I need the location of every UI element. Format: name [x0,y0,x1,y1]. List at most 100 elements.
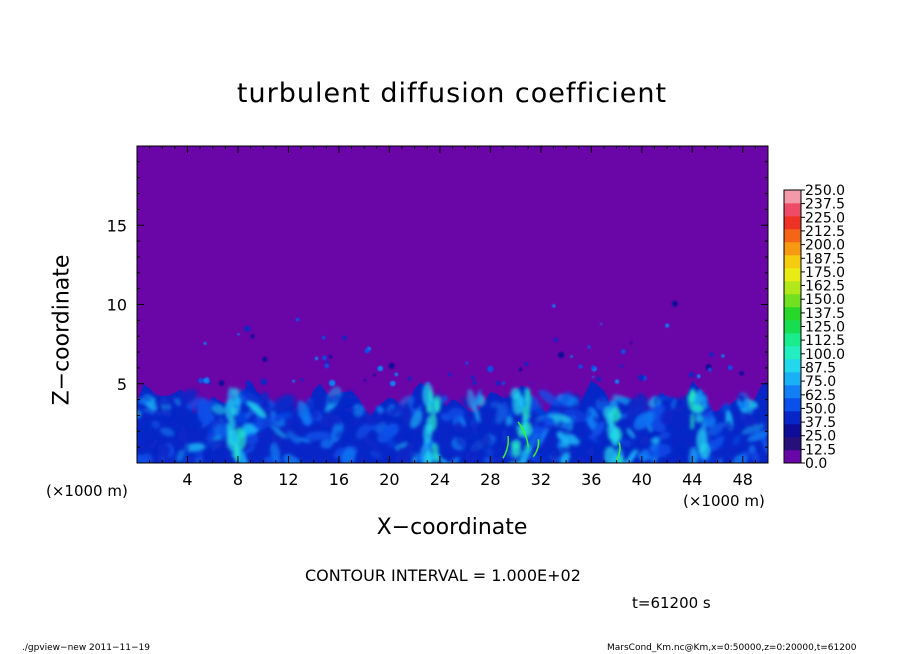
blob [739,371,744,376]
colorbar-swatch [784,242,801,256]
blob [262,356,268,362]
eddy [488,437,501,454]
eddy [321,413,337,426]
eddy [296,437,311,443]
eddy [474,389,482,407]
eddy [737,419,749,437]
blob [614,379,620,384]
blob [552,304,556,308]
eddy [512,420,520,430]
colorbar-swatch [784,294,801,308]
eddy [279,425,289,435]
blob [708,368,712,372]
blob [501,381,506,385]
eddy [306,458,316,463]
colorbar-swatch [784,424,801,438]
colorbar: 0.012.525.037.550.062.575.087.5100.0112.… [783,183,845,472]
blob [530,382,533,385]
eddy [557,431,580,445]
plume [510,387,521,400]
blob [592,376,595,378]
eddy [747,430,768,442]
eddy [573,446,584,457]
colorbar-swatch [784,359,801,373]
eddy [675,424,696,439]
eddy [591,421,605,438]
eddy [149,439,163,452]
eddy [593,390,607,403]
page-title: turbulent diffusion coefficient [236,78,668,109]
plume [689,446,698,463]
plume [520,449,527,463]
blob [390,380,396,387]
eddy [676,441,688,453]
colorbar-label: 200.0 [805,238,845,254]
blob [237,333,240,336]
blob [208,381,212,385]
blob [325,360,329,364]
eddy [650,443,659,451]
eddy [245,392,262,404]
blob [672,300,678,307]
colorbar-label: 137.5 [805,306,845,322]
eddy [286,406,297,431]
eddy [720,402,731,413]
blob [394,372,399,377]
eddy [305,431,331,441]
eddy [760,433,768,455]
contour-line [502,435,510,459]
eddy [556,405,564,414]
eddy [461,396,470,409]
eddy [141,420,154,432]
plume [432,442,438,456]
colorbar-label: 62.5 [805,388,836,404]
blob [388,362,395,369]
plume [695,414,704,423]
colorbar-swatch [784,398,801,412]
blob [245,380,251,386]
eddy [561,427,586,436]
eddy [160,427,175,437]
blob [295,317,300,322]
eddy [273,394,295,412]
eddy [234,411,249,426]
eddy [541,450,549,463]
eddy [352,414,358,433]
blob [448,372,452,377]
eddy [137,454,146,463]
eddy [184,443,206,452]
eddy [505,415,513,426]
blob [324,363,330,369]
eddy [209,438,233,449]
plume [434,395,441,413]
blob [260,378,267,386]
plume [426,424,433,435]
eddy [174,398,181,406]
eddy [152,411,162,421]
blob [558,351,565,359]
plume [426,404,432,414]
eddy [240,387,248,409]
eddy [474,433,491,455]
colorbar-label: 75.0 [805,374,836,390]
eddy [726,420,733,437]
eddy [197,399,212,425]
eddy [323,394,346,405]
colorbar-swatch [784,411,801,425]
eddy [334,406,356,426]
eddy [243,444,256,456]
colorbar-label: 212.5 [805,224,845,240]
plume [227,386,234,411]
contour-line [532,439,540,458]
eddy [394,402,402,411]
eddy [640,435,652,445]
colorbar-swatch [784,437,801,451]
blob [518,367,523,372]
blob [471,375,475,380]
plume [699,442,710,459]
eddy [467,389,477,412]
eddy [255,417,272,430]
eddy [626,397,648,411]
y-tick-label: 15 [107,216,127,235]
